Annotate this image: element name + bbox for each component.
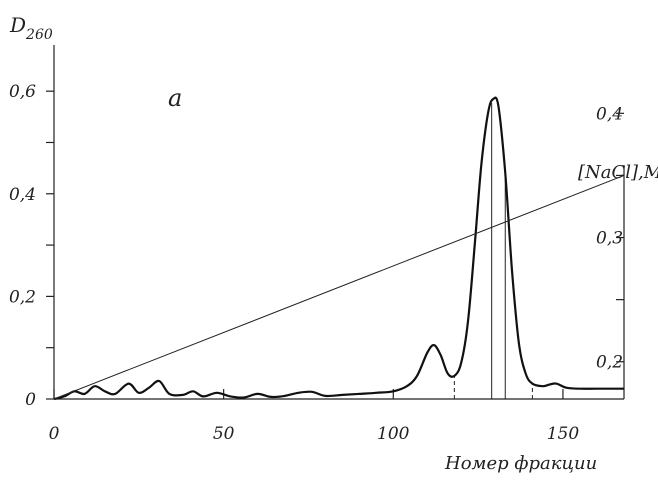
labels-layer: D260 a [NaCl],M Номер фракции: [9, 13, 658, 474]
series-layer: [53, 96, 625, 401]
axes-layer: 0 50 100 150 0 0,2 0,4 0,6 0,2 0,3 0,4: [9, 45, 625, 444]
x-tick-label: 100: [377, 424, 410, 444]
nacl-gradient-line: [53, 174, 625, 400]
x-tick-label: 0: [49, 424, 60, 444]
y-right-tick-label: 0,2: [596, 353, 623, 373]
y-right-axis-label: [NaCl],M: [578, 162, 658, 183]
y-left-tick-label: 0,6: [9, 82, 36, 102]
x-tick-label: 50: [213, 424, 235, 444]
absorbance-curve: [53, 96, 624, 401]
y-left-axis-label: D260: [9, 13, 53, 43]
y-left-tick-label: 0: [25, 390, 36, 410]
y-right-tick-label: 0,3: [596, 229, 623, 249]
x-axis-label: Номер фракции: [444, 453, 597, 474]
panel-label: a: [168, 84, 182, 112]
y-left-tick-label: 0,4: [9, 185, 36, 205]
x-tick-label: 150: [547, 424, 580, 444]
y-left-tick-label: 0,2: [9, 287, 36, 307]
y-right-tick-label: 0,4: [596, 104, 623, 124]
